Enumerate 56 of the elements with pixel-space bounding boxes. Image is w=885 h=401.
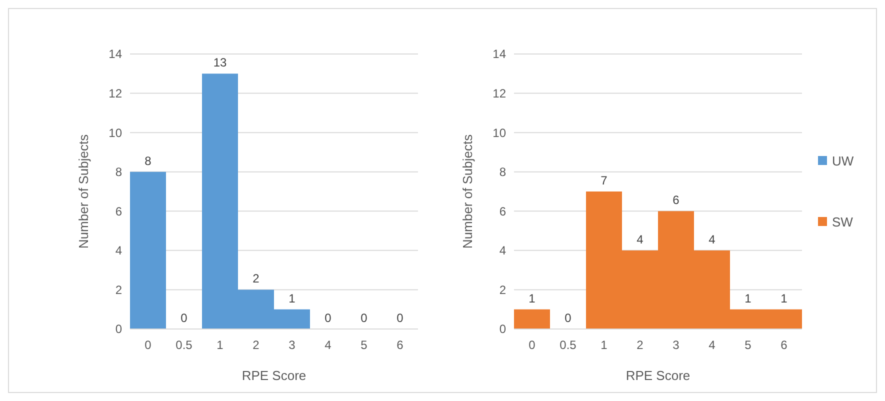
- x-tick-label: 1: [216, 338, 224, 352]
- x-tick-label: 5: [360, 338, 368, 352]
- y-tick-label: 6: [499, 204, 506, 218]
- data-label: 0: [396, 311, 404, 325]
- y-tick-label: 0: [115, 322, 122, 336]
- x-tick-label: 6: [780, 338, 788, 352]
- x-tick-label: 4: [324, 338, 332, 352]
- x-tick-label: 2: [252, 338, 260, 352]
- bar: [130, 172, 166, 329]
- y-tick-label: 2: [499, 282, 506, 297]
- y-tick-label: 2: [115, 282, 122, 297]
- data-label: 2: [252, 272, 260, 286]
- x-tick-label: 0: [528, 338, 536, 352]
- y-tick-label: 10: [492, 126, 506, 140]
- data-label: 0: [180, 311, 188, 325]
- data-label: 1: [288, 291, 296, 306]
- x-tick-label: 1: [600, 338, 608, 352]
- x-tick-label: 3: [672, 338, 680, 352]
- data-label: 1: [744, 291, 752, 306]
- y-tick-label: 10: [108, 126, 122, 140]
- legend-label: SW: [832, 214, 854, 230]
- bar: [514, 309, 550, 329]
- data-label: 1: [780, 291, 788, 306]
- y-axis-title: Number of Subjects: [460, 134, 475, 249]
- data-label: 6: [672, 193, 680, 208]
- data-label: 0: [360, 311, 368, 325]
- y-tick-label: 4: [499, 244, 506, 258]
- legend-label: UW: [832, 154, 854, 169]
- y-tick-label: 12: [108, 86, 122, 100]
- x-tick-label: 0: [144, 338, 152, 352]
- y-tick-label: 12: [492, 86, 506, 100]
- y-tick-label: 6: [115, 204, 122, 218]
- y-tick-label: 14: [108, 47, 122, 62]
- x-tick-label: 6: [396, 338, 404, 352]
- x-axis-title: RPE Score: [242, 368, 306, 383]
- y-tick-label: 0: [499, 322, 506, 336]
- y-tick-label: 8: [499, 165, 506, 180]
- data-label: 7: [600, 174, 608, 188]
- data-label: 8: [144, 154, 152, 168]
- data-label: 13: [213, 56, 227, 70]
- x-axis-title: RPE Score: [626, 368, 690, 383]
- data-label: 4: [636, 232, 644, 246]
- x-tick-label: 4: [708, 338, 716, 352]
- data-label: 0: [564, 311, 572, 325]
- y-tick-label: 4: [115, 244, 122, 258]
- x-tick-label: 3: [288, 338, 296, 352]
- y-tick-label: 8: [115, 165, 122, 180]
- data-label: 1: [528, 291, 536, 306]
- data-label: 4: [708, 232, 716, 246]
- y-tick-label: 14: [492, 47, 506, 62]
- x-tick-label: 0.5: [176, 338, 193, 352]
- data-label: 0: [324, 311, 332, 325]
- x-tick-label: 2: [636, 338, 644, 352]
- x-tick-label: 5: [744, 338, 752, 352]
- y-axis-title: Number of Subjects: [76, 134, 91, 249]
- x-tick-label: 0.5: [560, 338, 577, 352]
